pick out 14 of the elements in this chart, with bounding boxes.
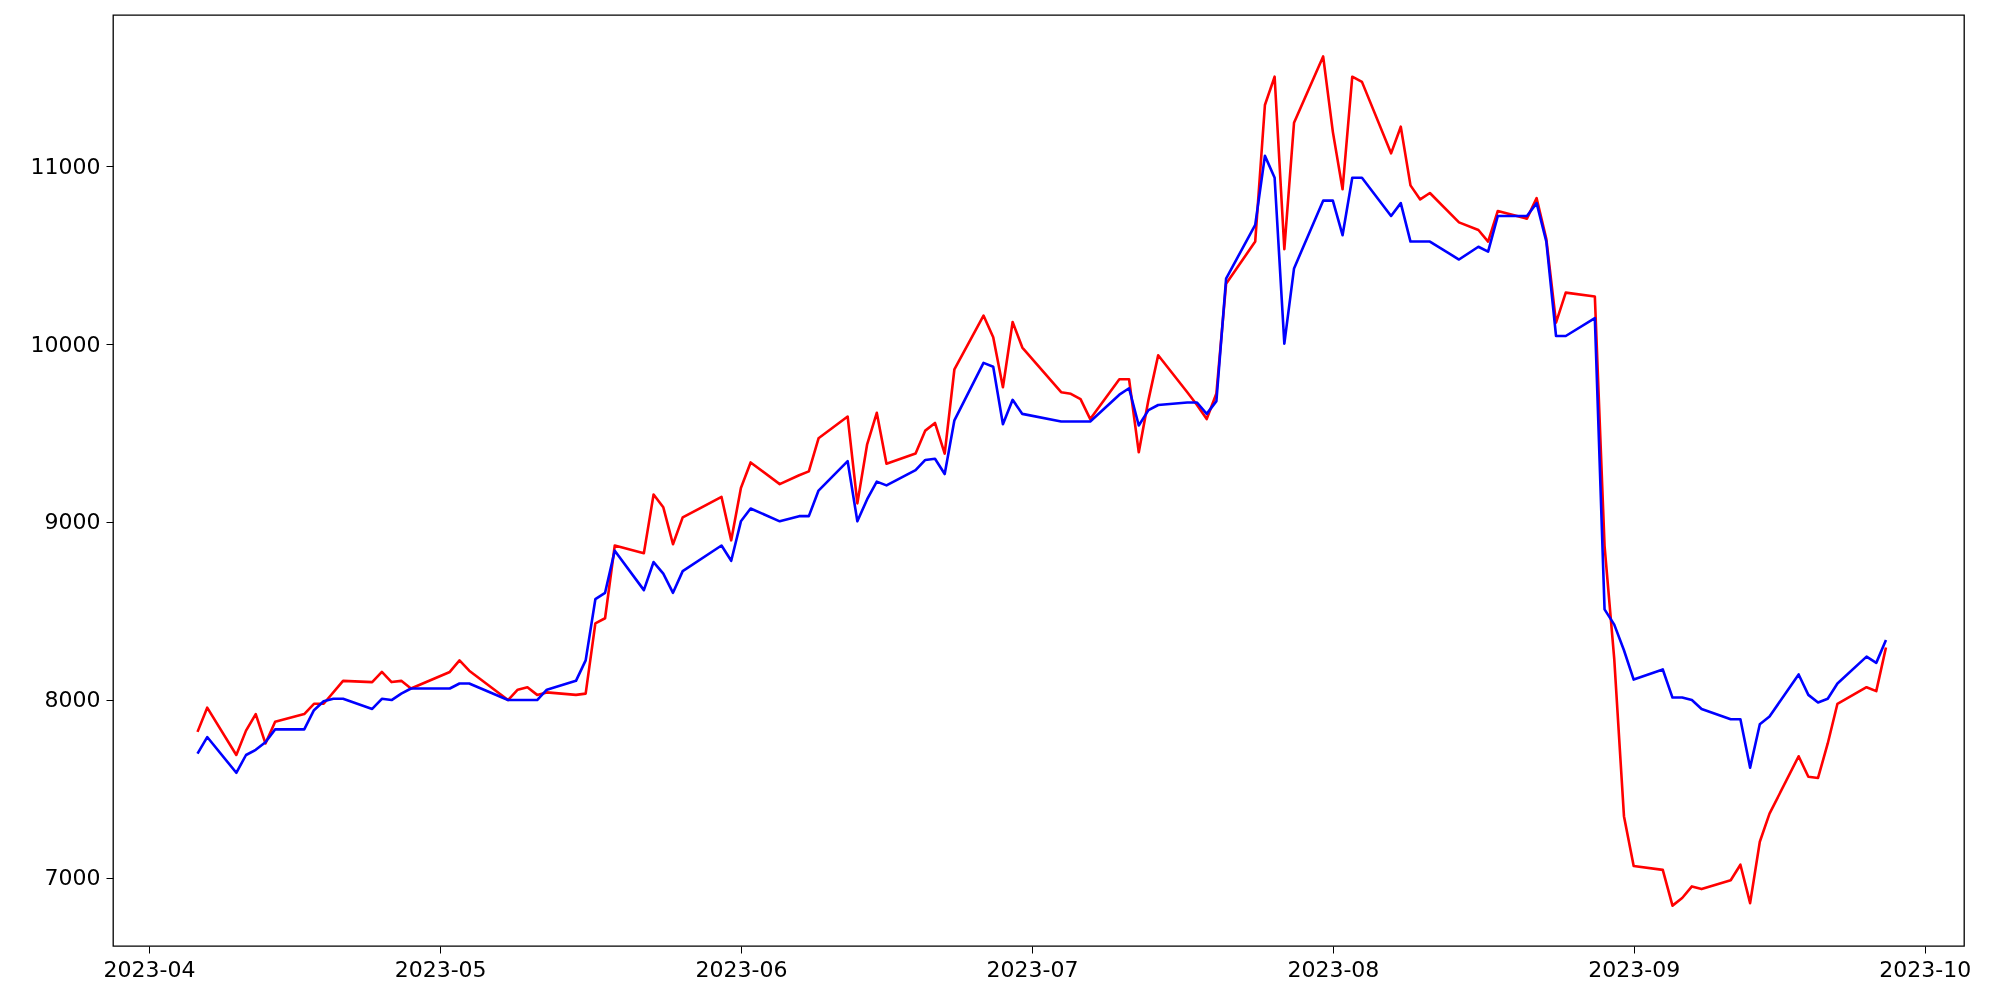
x-tick-label: 2023-09 [1588, 956, 1681, 982]
y-tick-label: 10000 [30, 331, 101, 357]
y-tick-label: 8000 [44, 687, 101, 713]
x-tick-label: 2023-08 [1287, 956, 1380, 982]
x-tick-label: 2023-10 [1879, 956, 1972, 982]
x-tick-label: 2023-05 [394, 956, 487, 982]
x-tick-label: 2023-07 [986, 956, 1079, 982]
x-tick-label: 2023-06 [695, 956, 788, 982]
y-tick-label: 9000 [44, 509, 101, 535]
line-series [196, 154, 1888, 775]
line-series [196, 55, 1888, 907]
y-tick-label: 11000 [30, 153, 101, 179]
y-tick-label: 7000 [44, 865, 101, 891]
x-tick-label: 2023-04 [103, 956, 196, 982]
